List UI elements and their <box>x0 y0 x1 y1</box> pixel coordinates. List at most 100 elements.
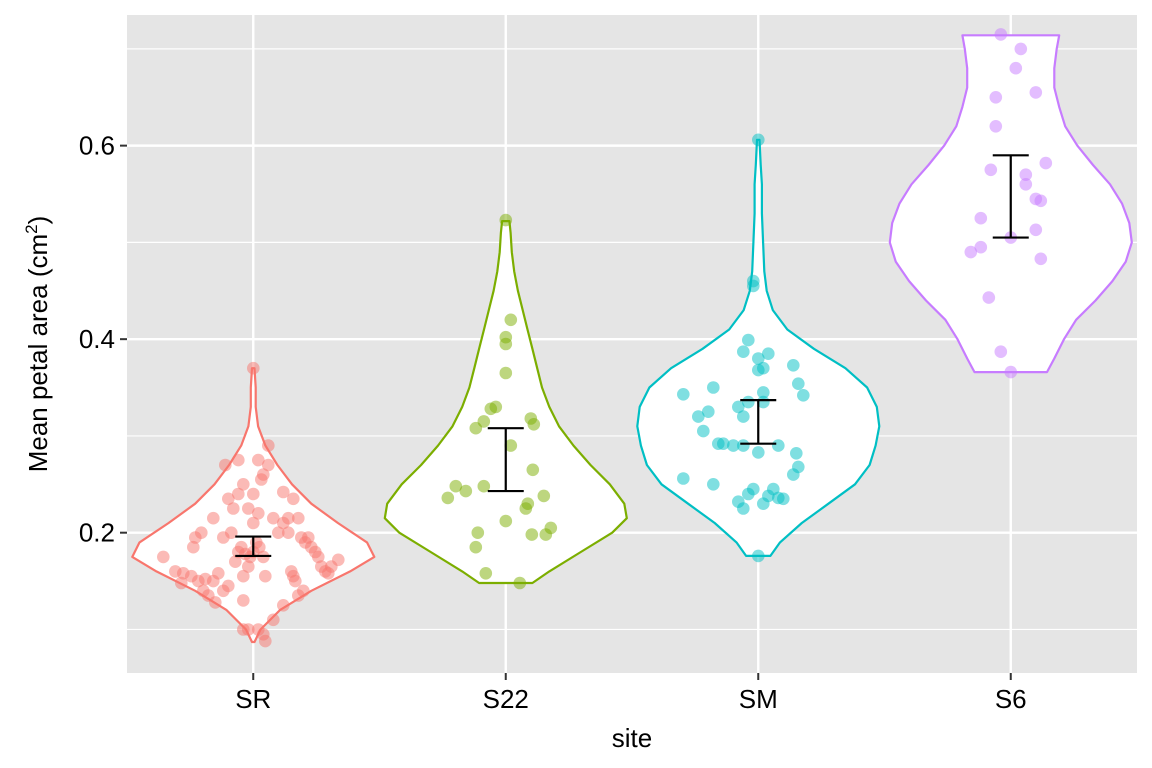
data-point-S22 <box>471 526 485 539</box>
data-point-SR <box>212 567 225 580</box>
data-point-SR <box>282 526 295 539</box>
data-point-SR <box>225 526 238 539</box>
data-point-S6 <box>984 163 998 177</box>
data-point-SR <box>272 526 285 539</box>
data-point-SM <box>742 333 755 347</box>
data-point-SM <box>677 388 690 401</box>
data-point-SM <box>737 345 750 359</box>
data-point-S22 <box>484 402 498 416</box>
data-point-S22 <box>477 479 491 493</box>
data-point-SM <box>707 478 720 491</box>
data-point-SM <box>732 400 745 414</box>
data-point-SR <box>195 526 208 539</box>
data-point-SM <box>792 460 805 474</box>
x-axis-title: site <box>612 723 652 753</box>
data-point-SR <box>242 502 255 515</box>
data-point-SM <box>790 447 803 460</box>
data-point-SR <box>254 473 268 486</box>
y-axis-title: Mean petal area (cm2) <box>22 216 53 473</box>
data-point-SR <box>242 623 255 636</box>
data-point-S22 <box>527 418 541 431</box>
data-point-SM <box>752 549 765 563</box>
y-axis-title-superscript: 2 <box>22 224 41 233</box>
data-point-SR <box>187 540 200 554</box>
y-axis-title-suffix: ) <box>23 216 53 225</box>
data-point-S6 <box>982 291 996 304</box>
y-axis-title-main: Mean petal area (cm <box>23 234 53 472</box>
y-tick-label: 0.2 <box>79 518 115 548</box>
data-point-S22 <box>521 497 535 511</box>
data-point-SR <box>251 453 265 467</box>
x-tick-label: SM <box>739 684 778 714</box>
data-point-SM <box>757 386 770 399</box>
y-tick-label: 0.4 <box>79 324 115 354</box>
data-point-SR <box>277 485 290 499</box>
data-point-S22 <box>479 567 493 580</box>
data-point-SM <box>737 410 750 423</box>
data-point-SR <box>232 453 245 467</box>
data-point-SR <box>267 511 280 525</box>
data-point-SR <box>332 553 345 567</box>
data-point-SM <box>747 482 760 496</box>
data-point-SR <box>247 361 260 375</box>
data-point-SR <box>237 569 250 583</box>
data-point-SR <box>252 540 266 554</box>
x-tick-label: SR <box>235 684 271 714</box>
data-point-SR <box>237 478 250 491</box>
data-point-SR <box>227 502 240 515</box>
data-point-SR <box>289 574 302 588</box>
data-point-S6 <box>1014 42 1028 56</box>
data-point-S22 <box>469 421 483 435</box>
data-point-SR <box>219 458 232 472</box>
data-point-S22 <box>526 463 540 477</box>
data-point-S6 <box>1029 86 1043 99</box>
points <box>157 28 1053 648</box>
data-point-SR <box>222 492 235 506</box>
data-point-SR <box>312 550 325 564</box>
data-point-S22 <box>504 313 518 327</box>
data-point-SM <box>737 439 750 452</box>
data-point-SR <box>175 576 188 590</box>
data-point-S6 <box>1019 168 1033 181</box>
data-point-SM <box>727 439 740 452</box>
data-point-SR <box>282 511 295 525</box>
data-point-SR <box>232 487 245 501</box>
data-point-S6 <box>964 245 978 259</box>
data-point-SR <box>229 555 242 568</box>
data-point-S22 <box>469 540 483 554</box>
data-point-SR <box>259 569 272 583</box>
data-point-SM <box>737 502 750 515</box>
data-point-SR <box>262 439 275 452</box>
axes: 0.2 0.4 0.6 SR S22 SM S6 <box>79 131 1027 714</box>
data-point-SM <box>757 361 770 375</box>
y-tick-label: 0.6 <box>79 131 115 161</box>
data-point-SR <box>287 492 300 506</box>
data-point-S22 <box>525 528 539 541</box>
data-point-SM <box>752 133 765 147</box>
data-point-S22 <box>499 330 513 344</box>
data-point-S6 <box>1039 156 1053 170</box>
data-point-S6 <box>974 211 988 225</box>
data-point-S6 <box>994 345 1008 359</box>
data-point-S22 <box>513 576 527 590</box>
data-point-S6 <box>994 28 1008 41</box>
data-point-SM <box>772 439 785 452</box>
data-point-SR <box>209 596 222 609</box>
data-point-SR <box>277 599 290 612</box>
data-point-S6 <box>1009 61 1023 75</box>
data-point-SR <box>262 458 275 472</box>
x-tick-label: S6 <box>995 684 1027 714</box>
data-point-SR <box>251 507 265 520</box>
data-point-SM <box>787 359 800 372</box>
data-point-S22 <box>459 484 473 498</box>
data-point-SM <box>747 274 760 288</box>
data-point-SM <box>702 405 715 419</box>
data-point-SR <box>292 511 305 525</box>
data-point-S22 <box>544 521 558 535</box>
data-point-SR <box>267 613 280 627</box>
data-point-SM <box>717 437 730 451</box>
data-point-SM <box>707 381 720 394</box>
data-point-SM <box>677 472 690 485</box>
data-point-SM <box>757 395 770 409</box>
